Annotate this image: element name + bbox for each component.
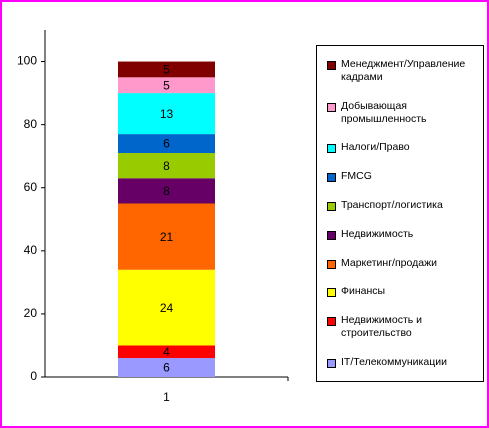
legend-entry: Финансы	[327, 285, 477, 298]
legend-label: FMCG	[341, 170, 372, 183]
legend-entry: Добывающая промышленность	[327, 100, 477, 126]
data-label: 8	[163, 159, 170, 173]
legend-label: Маркетинг/продажи	[341, 256, 437, 269]
data-label: 5	[163, 78, 170, 92]
bar-segment	[118, 178, 215, 204]
legend-swatch	[327, 144, 336, 154]
legend-label: Добывающая промышленность	[341, 99, 427, 125]
legend-entry: Недвижимость и строительство	[327, 314, 477, 340]
bar-segment	[118, 153, 215, 179]
legend-label: IT/Телекоммуникации	[341, 356, 447, 369]
legend-swatch	[327, 202, 336, 212]
legend-swatch	[327, 60, 336, 70]
bar-segment	[118, 358, 215, 377]
legend-swatch	[327, 359, 336, 369]
y-tick-label: 100	[17, 54, 37, 68]
y-tick-label: 80	[24, 117, 38, 131]
data-label: 6	[163, 137, 170, 151]
legend-label: Транспорт/логистика	[341, 199, 443, 212]
legend: Менеджмент/Управление кадрами Добывающая …	[316, 45, 484, 382]
legend-entry: IT/Телекоммуникации	[327, 356, 477, 369]
legend-swatch	[327, 259, 336, 269]
legend-label: Менеджмент/Управление кадрами	[341, 57, 466, 83]
data-label: 21	[160, 230, 174, 244]
bar-segment	[118, 203, 215, 270]
legend-entry: Недвижимость	[327, 228, 477, 241]
data-label: 4	[163, 345, 170, 359]
bar-segment	[118, 77, 215, 94]
legend-label: Недвижимость	[341, 227, 414, 240]
legend-label: Недвижимость и строительство	[341, 314, 423, 340]
legend-swatch	[327, 230, 336, 240]
legend-label: Финансы	[341, 285, 386, 298]
legend-swatch	[327, 102, 336, 112]
bar-segment	[118, 345, 215, 359]
legend-entry: Транспорт/логистика	[327, 199, 477, 212]
y-tick-label: 60	[24, 180, 38, 194]
legend-entry: Менеджмент/Управление кадрами	[327, 58, 477, 84]
legend-swatch	[327, 173, 336, 183]
legend-entry: FMCG	[327, 170, 477, 183]
data-label: 24	[160, 301, 174, 315]
legend-label: Налоги/Право	[341, 141, 410, 154]
y-tick-label: 20	[24, 306, 38, 320]
y-tick-label: 40	[24, 243, 38, 257]
y-tick-label: 0	[30, 369, 37, 383]
x-tick-label: 1	[163, 390, 170, 404]
data-label: 13	[160, 107, 174, 121]
bar-segment	[118, 61, 215, 78]
data-label: 5	[163, 63, 170, 77]
bar-segment	[118, 93, 215, 135]
legend-swatch	[327, 317, 336, 327]
legend-swatch	[327, 288, 336, 298]
bar-segment	[118, 134, 215, 154]
bar-segment	[118, 269, 215, 346]
legend-entry: Маркетинг/продажи	[327, 257, 477, 270]
legend-entry: Налоги/Право	[327, 141, 477, 154]
data-label: 6	[163, 361, 170, 375]
data-label: 8	[163, 184, 170, 198]
